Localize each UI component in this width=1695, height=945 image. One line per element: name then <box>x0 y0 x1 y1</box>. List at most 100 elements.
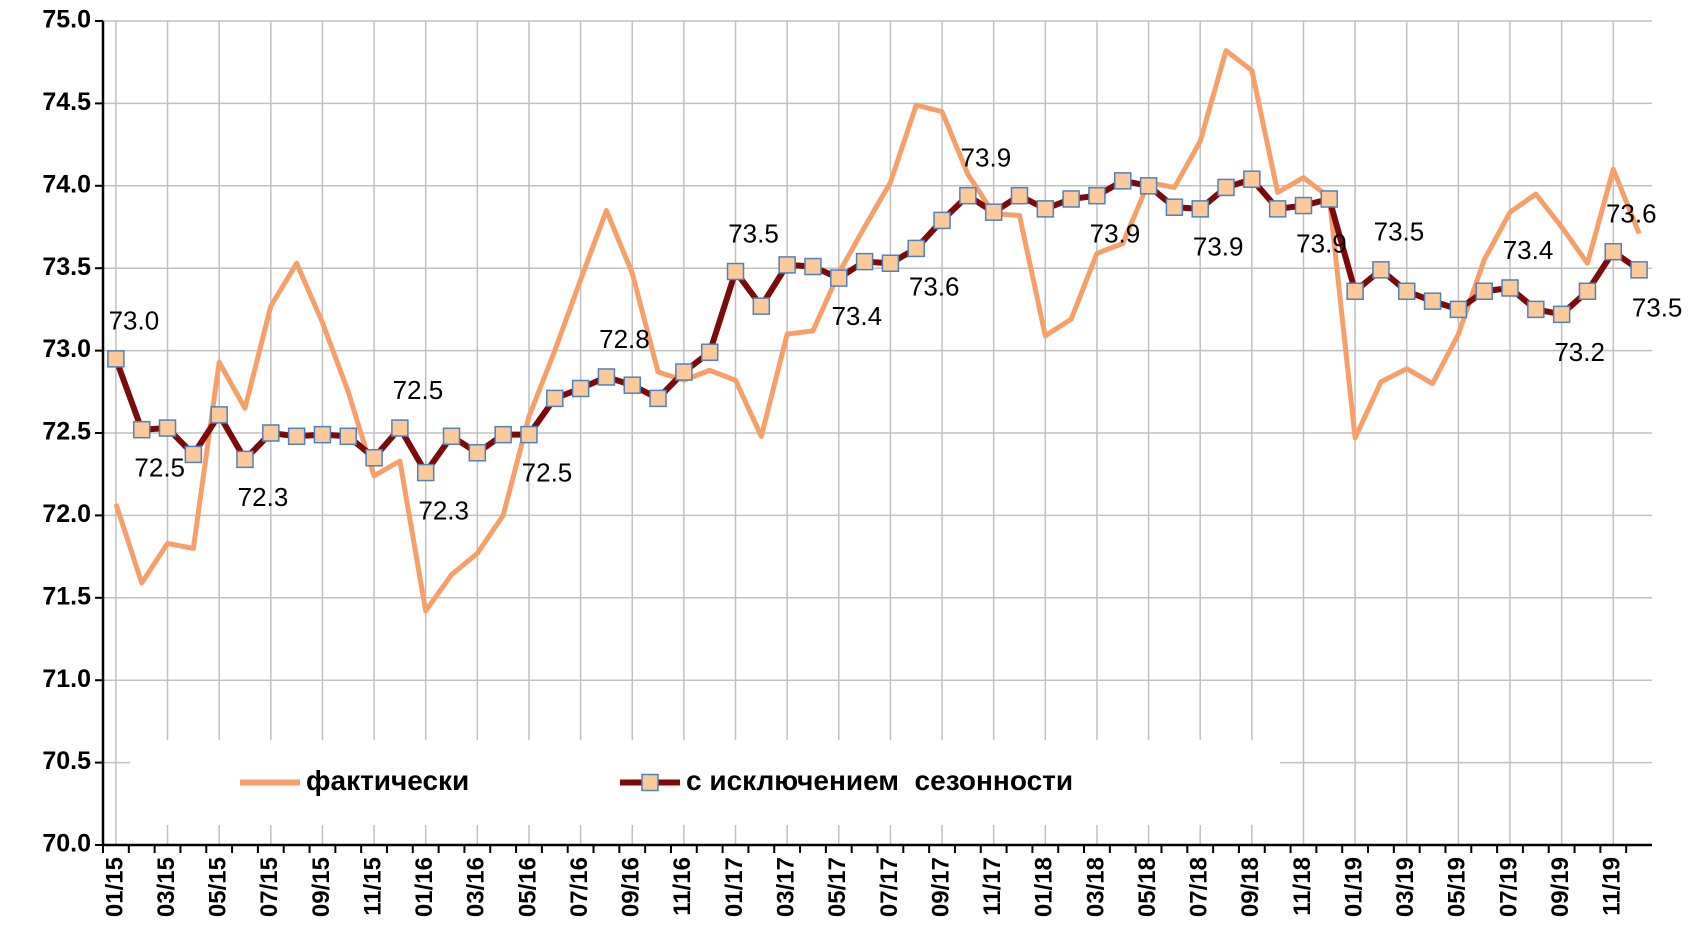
x-tick-label: 11/19 <box>1599 857 1626 916</box>
x-tick-label: 05/18 <box>1134 857 1161 917</box>
marker <box>236 450 254 469</box>
data-label: 73.6 <box>1606 199 1657 229</box>
y-tick-label: 73.0 <box>42 335 91 363</box>
y-tick-label: 74.0 <box>42 170 91 198</box>
marker <box>287 427 306 446</box>
x-tick-label: 09/16 <box>618 857 645 917</box>
data-label: 73.9 <box>1090 219 1141 249</box>
y-tick-label: 74.5 <box>42 88 91 116</box>
y-tick-label: 70.5 <box>42 747 91 775</box>
data-label: 73.5 <box>1374 217 1425 247</box>
marker <box>1527 300 1545 319</box>
marker <box>907 239 925 258</box>
marker <box>210 406 228 424</box>
x-tick-label: 07/19 <box>1495 857 1522 917</box>
data-label: 72.5 <box>393 375 444 405</box>
marker <box>520 425 538 444</box>
data-label: 73.2 <box>1554 337 1605 367</box>
marker <box>365 448 383 467</box>
data-label: 72.3 <box>238 482 289 512</box>
marker <box>675 363 693 381</box>
data-label: 73.9 <box>961 143 1012 173</box>
x-tick-label: 03/16 <box>463 857 490 917</box>
marker <box>1604 242 1623 261</box>
x-tick-label: 01/16 <box>411 857 438 917</box>
x-tick-label: 05/19 <box>1444 857 1471 917</box>
marker <box>494 425 512 444</box>
x-tick-label: 05/15 <box>205 857 232 917</box>
marker <box>391 419 409 437</box>
data-label: 72.3 <box>418 495 469 525</box>
data-label: 73.4 <box>1503 235 1554 265</box>
marker <box>623 376 641 394</box>
data-label: 73.6 <box>909 271 960 301</box>
marker <box>959 186 977 205</box>
marker <box>1630 261 1648 279</box>
legend-label: фактически <box>306 765 469 796</box>
x-tick-label: 01/17 <box>721 857 748 917</box>
y-tick-label: 72.0 <box>42 500 91 528</box>
marker <box>1397 282 1416 301</box>
marker <box>1243 170 1261 188</box>
y-tick-label: 70.0 <box>42 830 91 858</box>
x-tick-label: 09/19 <box>1547 857 1574 917</box>
x-tick-label: 09/15 <box>308 857 335 917</box>
x-tick-label: 09/17 <box>927 857 954 917</box>
marker <box>830 269 848 287</box>
data-label: 73.9 <box>1296 228 1347 258</box>
marker <box>1139 177 1158 195</box>
marker <box>571 379 590 398</box>
marker <box>262 424 280 442</box>
marker <box>855 252 874 271</box>
legend-box <box>130 740 1280 825</box>
x-tick-label: 01/15 <box>101 857 128 917</box>
marker <box>1552 305 1571 324</box>
marker <box>1036 200 1055 218</box>
x-tick-label: 11/17 <box>979 857 1006 916</box>
marker <box>804 257 822 276</box>
marker <box>158 419 177 437</box>
marker <box>107 350 125 368</box>
marker <box>933 211 951 230</box>
x-tick-label: 01/19 <box>1340 857 1367 917</box>
x-tick-label: 07/17 <box>876 857 903 917</box>
x-tick-label: 01/18 <box>1031 857 1058 917</box>
x-tick-label: 07/18 <box>1186 857 1213 917</box>
marker <box>597 368 616 386</box>
x-tick-label: 11/16 <box>669 857 696 916</box>
x-tick-label: 03/15 <box>153 857 180 917</box>
marker <box>1501 279 1519 297</box>
y-tick-label: 71.0 <box>42 665 91 693</box>
x-tick-label: 07/16 <box>566 857 593 917</box>
marker <box>1062 190 1080 208</box>
data-label: 72.5 <box>134 453 185 483</box>
marker <box>752 297 771 315</box>
marker <box>1010 186 1029 205</box>
x-tick-label: 03/19 <box>1392 857 1419 917</box>
legend-marker <box>641 773 659 792</box>
data-label: 72.8 <box>599 324 650 354</box>
marker <box>184 445 203 464</box>
x-tick-label: 11/15 <box>359 857 386 916</box>
marker <box>1217 178 1235 197</box>
x-tick-label: 05/17 <box>824 857 851 917</box>
marker <box>1268 200 1287 218</box>
marker <box>778 256 796 274</box>
marker <box>339 427 358 446</box>
x-tick-label: 03/18 <box>1082 857 1109 917</box>
marker <box>1114 172 1132 190</box>
marker <box>1294 196 1313 215</box>
data-label: 73.5 <box>728 218 779 248</box>
data-label: 72.5 <box>522 458 573 488</box>
marker <box>649 389 667 408</box>
legend-label: с исключением сезонности <box>686 765 1073 796</box>
marker <box>416 463 435 482</box>
data-label: 73.9 <box>1193 232 1244 262</box>
marker <box>1449 300 1468 319</box>
marker <box>1165 198 1184 216</box>
marker <box>1346 282 1364 301</box>
marker <box>468 444 487 462</box>
marker <box>132 420 151 439</box>
marker <box>1191 200 1209 218</box>
marker <box>546 389 564 408</box>
